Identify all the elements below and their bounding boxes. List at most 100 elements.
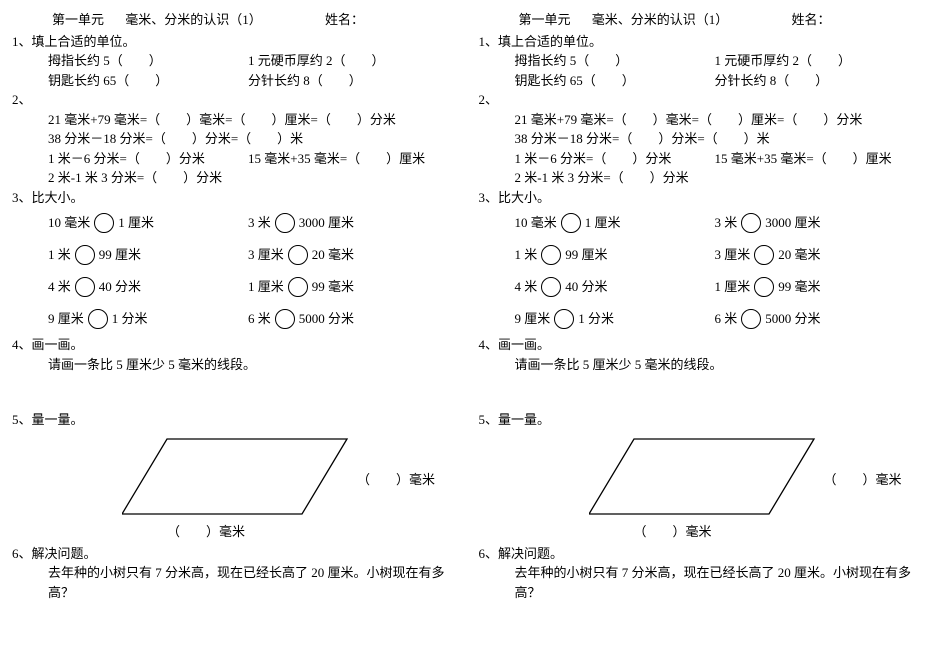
compare-circle (754, 277, 774, 297)
q3-r1-b1: 3 厘米 (248, 245, 284, 265)
q3-r0-b1: 3 米 (248, 213, 271, 233)
q3-r1-b1: 3 厘米 (715, 245, 751, 265)
q2-l3: 1 米－6 分米=（ ）分米 15 毫米+35 毫米=（ ）厘米 (12, 149, 467, 169)
q1-line1: 拇指长约 5（ ） 1 元硬币厚约 2（ ） (12, 51, 467, 71)
q3-text: 比大小。 (32, 190, 84, 205)
q4-l1: 请画一条比 5 厘米少 5 毫米的线段。 (479, 355, 934, 375)
q3-r3-b2: 5000 分米 (765, 309, 820, 329)
q5-heading: 5、量一量。 (12, 410, 467, 430)
q1-num: 1、 (12, 34, 32, 49)
q3-row-3: 9 厘米 1 分米 6 米 5000 分米 (479, 303, 934, 335)
q2-l1: 21 毫米+79 毫米=（ ）毫米=（ ）厘米=（ ）分米 (12, 110, 467, 130)
q4-l1: 请画一条比 5 厘米少 5 毫米的线段。 (12, 355, 467, 375)
q3-heading: 3、比大小。 (479, 188, 934, 208)
rhombus-figure: （ ）毫米 （ ）毫米 (589, 434, 934, 544)
compare-circle (88, 309, 108, 329)
q2-l3b: 15 毫米+35 毫米=（ ）厘米 (715, 149, 892, 169)
q3-row-2: 4 米40 分米 1 厘米99 毫米 (479, 271, 934, 303)
q1-line2: 钥匙长约 65（ ） 分针长约 8（ ） (12, 71, 467, 91)
q5-text: 量一量。 (32, 412, 84, 427)
q2-l3a: 1 米－6 分米=（ ）分米 (515, 149, 715, 169)
q3-r0-b1: 3 米 (715, 213, 738, 233)
q2-heading: 2、 (12, 90, 467, 110)
compare-circle (741, 309, 761, 329)
q4-num: 4、 (12, 337, 32, 352)
q3-r2-a2: 40 分米 (565, 277, 607, 297)
compare-circle (75, 245, 95, 265)
q6-num: 6、 (12, 546, 32, 561)
q3-r3-a2: 1 分米 (578, 309, 614, 329)
rhombus-icon (122, 434, 362, 524)
q5-label-right: （ ）毫米 (357, 470, 435, 490)
unit-title: 第一单元 (52, 10, 104, 30)
column-left: 第一单元 毫米、分米的认识（1） 姓名： 1、填上合适的单位。 拇指长约 5（ … (6, 10, 473, 669)
compare-circle (288, 245, 308, 265)
q1-line2: 钥匙长约 65（ ） 分针长约 8（ ） (479, 71, 934, 91)
q6-heading: 6、解决问题。 (12, 544, 467, 564)
q4-num: 4、 (479, 337, 499, 352)
header-row: 第一单元 毫米、分米的认识（1） 姓名： (12, 10, 467, 30)
q3-r1-a1: 1 米 (515, 245, 538, 265)
q5-num: 5、 (479, 412, 499, 427)
q3-r0-a2: 1 厘米 (585, 213, 621, 233)
topic-title: 毫米、分米的认识（1） (125, 10, 262, 30)
q3-r0-a1: 10 毫米 (48, 213, 90, 233)
q3-row-1: 1 米99 厘米 3 厘米20 毫米 (12, 239, 467, 271)
q6-text: 解决问题。 (32, 546, 97, 561)
q6-num: 6、 (479, 546, 499, 561)
q3-r2-b1: 1 厘米 (248, 277, 284, 297)
q3-r2-a2: 40 分米 (99, 277, 141, 297)
q2-l3b: 15 毫米+35 毫米=（ ）厘米 (248, 149, 425, 169)
q2-l4: 2 米-1 米 3 分米=（ ）分米 (12, 168, 467, 188)
column-right: 第一单元 毫米、分米的认识（1） 姓名： 1、填上合适的单位。 拇指长约 5（ … (473, 10, 940, 669)
q3-r2-b2: 99 毫米 (312, 277, 354, 297)
q3-r3-a2: 1 分米 (112, 309, 148, 329)
q1-heading: 1、填上合适的单位。 (12, 32, 467, 52)
compare-circle (754, 245, 774, 265)
q3-row-1: 1 米99 厘米 3 厘米20 毫米 (479, 239, 934, 271)
q4-text: 画一画。 (32, 337, 84, 352)
header-row: 第一单元 毫米、分米的认识（1） 姓名： (479, 10, 934, 30)
rhombus-icon (589, 434, 829, 524)
q5-label-bottom: （ ）毫米 (634, 522, 712, 542)
q1-heading: 1、填上合适的单位。 (479, 32, 934, 52)
q3-r3-b1: 6 米 (248, 309, 271, 329)
q1-l2b: 分针长约 8（ ） (715, 71, 829, 91)
q3-r3-a1: 9 厘米 (515, 309, 551, 329)
worksheet-page: 第一单元 毫米、分米的认识（1） 姓名： 1、填上合适的单位。 拇指长约 5（ … (0, 0, 945, 669)
q3-r1-b2: 20 毫米 (778, 245, 820, 265)
q5-text: 量一量。 (498, 412, 550, 427)
q3-row-0: 10 毫米1 厘米 3 米3000 厘米 (479, 207, 934, 239)
q1-l1b: 1 元硬币厚约 2（ ） (248, 51, 385, 71)
q3-row-0: 10 毫米1 厘米 3 米3000 厘米 (12, 207, 467, 239)
q5-heading: 5、量一量。 (479, 410, 934, 430)
q3-r2-b1: 1 厘米 (715, 277, 751, 297)
topic-title: 毫米、分米的认识（1） (592, 10, 729, 30)
q5-num: 5、 (12, 412, 32, 427)
q1-text: 填上合适的单位。 (498, 34, 602, 49)
compare-circle (75, 277, 95, 297)
q1-text: 填上合适的单位。 (32, 34, 136, 49)
q5-label-bottom: （ ）毫米 (167, 522, 245, 542)
q6-l1: 去年种的小树只有 7 分米高，现在已经长高了 20 厘米。小树现在有多高？ (12, 563, 467, 602)
q3-num: 3、 (12, 190, 32, 205)
q3-r0-b2: 3000 厘米 (765, 213, 820, 233)
name-label: 姓名： (325, 10, 364, 30)
q1-l2a: 钥匙长约 65（ ） (48, 71, 248, 91)
q3-r3-a1: 9 厘米 (48, 309, 84, 329)
q4-text: 画一画。 (498, 337, 550, 352)
q4-heading: 4、画一画。 (479, 335, 934, 355)
q1-l1a: 拇指长约 5（ ） (515, 51, 715, 71)
compare-circle (275, 309, 295, 329)
q1-l1a: 拇指长约 5（ ） (48, 51, 248, 71)
rhombus-figure: （ ）毫米 （ ）毫米 (122, 434, 467, 544)
q4-heading: 4、画一画。 (12, 335, 467, 355)
name-label: 姓名： (792, 10, 831, 30)
compare-circle (94, 213, 114, 233)
q1-l1b: 1 元硬币厚约 2（ ） (715, 51, 852, 71)
q1-l2a: 钥匙长约 65（ ） (515, 71, 715, 91)
q3-r3-b1: 6 米 (715, 309, 738, 329)
q3-text: 比大小。 (498, 190, 550, 205)
q6-heading: 6、解决问题。 (479, 544, 934, 564)
q2-num: 2、 (12, 92, 32, 107)
